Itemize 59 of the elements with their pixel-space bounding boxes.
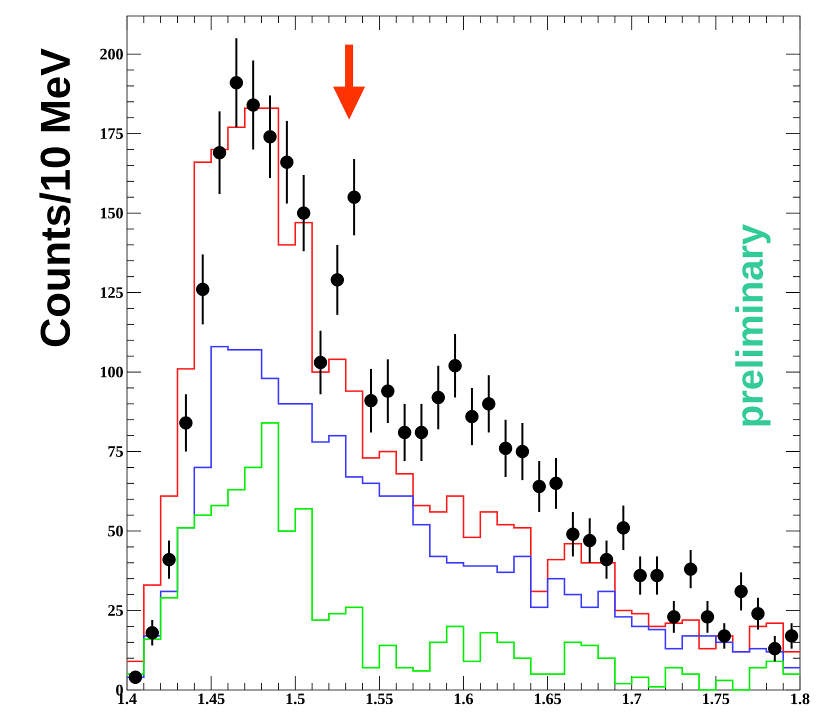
point — [330, 273, 344, 287]
point — [465, 410, 479, 424]
annotation: preliminary — [735, 224, 771, 426]
point — [700, 610, 714, 624]
y-tick-label: 200 — [100, 48, 123, 60]
y-tick-label: 75 — [108, 446, 123, 457]
point — [314, 356, 328, 370]
point — [381, 384, 394, 398]
point — [768, 642, 782, 656]
y-tick-label: 25 — [108, 605, 123, 616]
point — [296, 206, 310, 220]
point — [583, 534, 596, 548]
point — [784, 629, 798, 643]
point — [549, 476, 563, 490]
point — [179, 416, 193, 430]
point — [667, 610, 680, 624]
point — [162, 552, 176, 566]
y-axis-title: Counts/10 MeV — [39, 48, 71, 346]
y-tick-label: 50 — [108, 526, 123, 536]
x-tick-label: 1.4 — [118, 694, 137, 704]
y-tick-label: 100 — [100, 366, 123, 378]
y-tick-label: 175 — [100, 128, 123, 139]
point — [347, 190, 361, 204]
y-tick-label: 150 — [100, 208, 123, 218]
point — [718, 629, 731, 643]
x-tick-label: 1.7 — [623, 694, 642, 704]
point — [280, 156, 294, 169]
point — [398, 426, 412, 440]
point — [448, 359, 462, 372]
point — [600, 552, 614, 566]
point — [263, 130, 277, 144]
x-tick-label: 1.65 — [534, 694, 561, 704]
point — [751, 607, 765, 620]
point — [498, 442, 512, 456]
point — [616, 521, 630, 535]
point — [212, 146, 226, 160]
point — [364, 394, 378, 408]
x-tick-label: 1.75 — [703, 694, 730, 704]
point — [196, 282, 210, 296]
point — [633, 568, 647, 582]
point — [482, 397, 496, 411]
x-tick-label: 1.45 — [198, 694, 224, 704]
point — [230, 76, 244, 90]
point — [650, 568, 664, 582]
x-tick-label: 1.5 — [286, 694, 305, 704]
point — [684, 562, 698, 576]
y-tick-label: 125 — [100, 287, 123, 298]
point — [128, 670, 142, 684]
point — [566, 528, 580, 541]
x-tick-label: 1.6 — [454, 694, 473, 704]
x-tick-label: 1.8 — [791, 694, 810, 704]
point — [146, 626, 159, 640]
point — [414, 426, 428, 440]
point — [532, 480, 546, 494]
point — [734, 584, 748, 598]
point — [432, 390, 445, 404]
x-tick-label: 1.55 — [366, 694, 393, 704]
point — [516, 444, 530, 458]
point — [246, 98, 260, 112]
